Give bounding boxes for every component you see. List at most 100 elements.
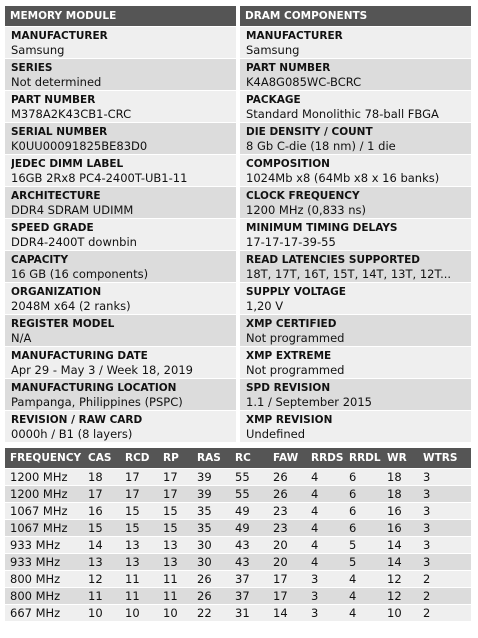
- memory-module-field-label: SPEED GRADE: [11, 222, 94, 234]
- timings-column-header: FAW: [268, 448, 306, 469]
- timings-cell: 17: [158, 468, 192, 486]
- dram-components-field-label: XMP CERTIFIED: [246, 318, 337, 330]
- memory-module-field-label: ORGANIZATION: [11, 286, 102, 298]
- timings-row: 667 MHz 10 10 10 22 31 14 3 4 10 2: [5, 604, 471, 621]
- memory-module-field-row: SPEED GRADE DDR4-2400T downbin: [5, 218, 236, 250]
- timings-cell: 37: [230, 587, 268, 605]
- timings-cell: 5: [344, 553, 382, 571]
- timings-cell: 1067 MHz: [5, 519, 83, 537]
- dram-components-field-row: COMPOSITION 1024Mb x8 (64Mb x8 x 16 banks…: [240, 154, 471, 186]
- dram-components-field-row: SPD REVISION 1.1 / September 2015: [240, 378, 471, 410]
- dram-components-field-label: XMP REVISION: [246, 414, 333, 426]
- timings-cell: 11: [120, 587, 158, 605]
- timings-cell: 4: [306, 519, 344, 537]
- timings-cell: 31: [230, 604, 268, 621]
- timings-cell: 800 MHz: [5, 570, 83, 588]
- memory-module-field-row: MANUFACTURING DATE Apr 29 - May 3 / Week …: [5, 346, 236, 378]
- memory-module-field-value: Pampanga, Philippines (PSPC): [11, 395, 183, 409]
- memory-module-field-label: REVISION / RAW CARD: [11, 414, 143, 426]
- timings-row: 1067 MHz 15 15 15 35 49 23 4 6 16 3: [5, 519, 471, 537]
- info-columns: MEMORY MODULE MANUFACTURER Samsung SERIES N…: [5, 6, 471, 442]
- dram-components-field-value: 1,20 V: [246, 299, 284, 313]
- memory-module-field-row: ARCHITECTURE DDR4 SDRAM UDIMM: [5, 186, 236, 218]
- timings-column-header: RC: [230, 448, 268, 469]
- timings-cell: 3: [306, 587, 344, 605]
- timings-cell: 13: [120, 536, 158, 554]
- memory-module-field-label: REGISTER MODEL: [11, 318, 115, 330]
- dram-components-field-label: MANUFACTURER: [246, 30, 343, 42]
- memory-module-field-label: CAPACITY: [11, 254, 69, 266]
- memory-module-field-row: REVISION / RAW CARD 0000h / B1 (8 layers): [5, 410, 236, 442]
- dram-components-field-value: Not programmed: [246, 363, 345, 377]
- timings-column-header: RAS: [192, 448, 230, 469]
- timings-cell: 10: [382, 604, 418, 621]
- timings-cell: 16: [382, 502, 418, 520]
- timings-cell: 3: [418, 536, 471, 554]
- timings-column-header: FREQUENCY: [5, 448, 83, 469]
- memory-module-field-row: SERIES Not determined: [5, 58, 236, 90]
- timings-column-header: RRDS: [306, 448, 344, 469]
- timings-cell: 11: [158, 587, 192, 605]
- timings-column-header: RP: [158, 448, 192, 469]
- timings-cell: 17: [158, 485, 192, 503]
- dram-components-field-label: DIE DENSITY / COUNT: [246, 126, 373, 138]
- memory-module-field-row: ORGANIZATION 2048M x64 (2 ranks): [5, 282, 236, 314]
- timings-cell: 55: [230, 485, 268, 503]
- timings-cell: 11: [158, 570, 192, 588]
- timings-cell: 14: [268, 604, 306, 621]
- timings-cell: 23: [268, 502, 306, 520]
- memory-module-field-value: 16 GB (16 components): [11, 267, 149, 281]
- memory-module-field-row: MANUFACTURING LOCATION Pampanga, Philippi…: [5, 378, 236, 410]
- memory-module-section: MEMORY MODULE MANUFACTURER Samsung SERIES N…: [5, 6, 236, 442]
- timings-cell: 2: [418, 587, 471, 605]
- memory-module-field-label: SERIES: [11, 62, 53, 74]
- timings-row: 1200 MHz 18 17 17 39 55 26 4 6 18 3: [5, 468, 471, 486]
- timings-cell: 16: [382, 519, 418, 537]
- timings-cell: 1200 MHz: [5, 468, 83, 486]
- timings-cell: 4: [306, 485, 344, 503]
- timings-cell: 12: [382, 587, 418, 605]
- timings-cell: 3: [418, 485, 471, 503]
- timings-cell: 2: [418, 570, 471, 588]
- timings-cell: 14: [382, 536, 418, 554]
- timings-cell: 35: [192, 502, 230, 520]
- timings-cell: 4: [306, 553, 344, 571]
- timings-cell: 17: [268, 570, 306, 588]
- timings-cell: 4: [344, 604, 382, 621]
- dram-components-field-row: PART NUMBER K4A8G085WC-BCRC: [240, 58, 471, 90]
- timings-cell: 13: [158, 553, 192, 571]
- memory-module-field-value: Apr 29 - May 3 / Week 18, 2019: [11, 363, 193, 377]
- timings-column-header: RCD: [120, 448, 158, 469]
- timings-cell: 10: [158, 604, 192, 621]
- timings-cell: 26: [268, 468, 306, 486]
- timings-cell: 17: [83, 485, 120, 503]
- dram-components-field-row: PACKAGE Standard Monolithic 78-ball FBGA: [240, 90, 471, 122]
- dram-components-field-value: 18T, 17T, 16T, 15T, 14T, 13T, 12T...: [246, 267, 452, 281]
- memory-module-field-label: MANUFACTURING DATE: [11, 350, 148, 362]
- timings-cell: 4: [306, 502, 344, 520]
- timings-cell: 23: [268, 519, 306, 537]
- timings-row: 800 MHz 12 11 11 26 37 17 3 4 12 2: [5, 570, 471, 588]
- memory-module-field-row: CAPACITY 16 GB (16 components): [5, 250, 236, 282]
- dram-components-field-row: XMP REVISION Undefined: [240, 410, 471, 442]
- timings-cell: 37: [230, 570, 268, 588]
- dram-components-field-label: MINIMUM TIMING DELAYS: [246, 222, 398, 234]
- timings-cell: 15: [120, 519, 158, 537]
- timings-cell: 13: [158, 536, 192, 554]
- memory-module-field-value: 0000h / B1 (8 layers): [11, 427, 133, 441]
- timings-cell: 667 MHz: [5, 604, 83, 621]
- timings-cell: 17: [120, 485, 158, 503]
- memory-module-field-value: 2048M x64 (2 ranks): [11, 299, 131, 313]
- timings-cell: 1200 MHz: [5, 485, 83, 503]
- timings-cell: 30: [192, 553, 230, 571]
- timings-column-header: WR: [382, 448, 418, 469]
- timings-cell: 6: [344, 485, 382, 503]
- timings-cell: 49: [230, 519, 268, 537]
- dram-components-field-value: 1.1 / September 2015: [246, 395, 372, 409]
- memory-module-field-value: Samsung: [11, 43, 65, 57]
- memory-module-field-value: DDR4-2400T downbin: [11, 235, 137, 249]
- dram-components-field-row: SUPPLY VOLTAGE 1,20 V: [240, 282, 471, 314]
- memory-module-field-label: ARCHITECTURE: [11, 190, 101, 202]
- timings-header-row: FREQUENCY CAS RCD RP RAS RC FAW RRDS RRDL WR WTRS: [5, 448, 471, 469]
- timings-cell: 35: [192, 519, 230, 537]
